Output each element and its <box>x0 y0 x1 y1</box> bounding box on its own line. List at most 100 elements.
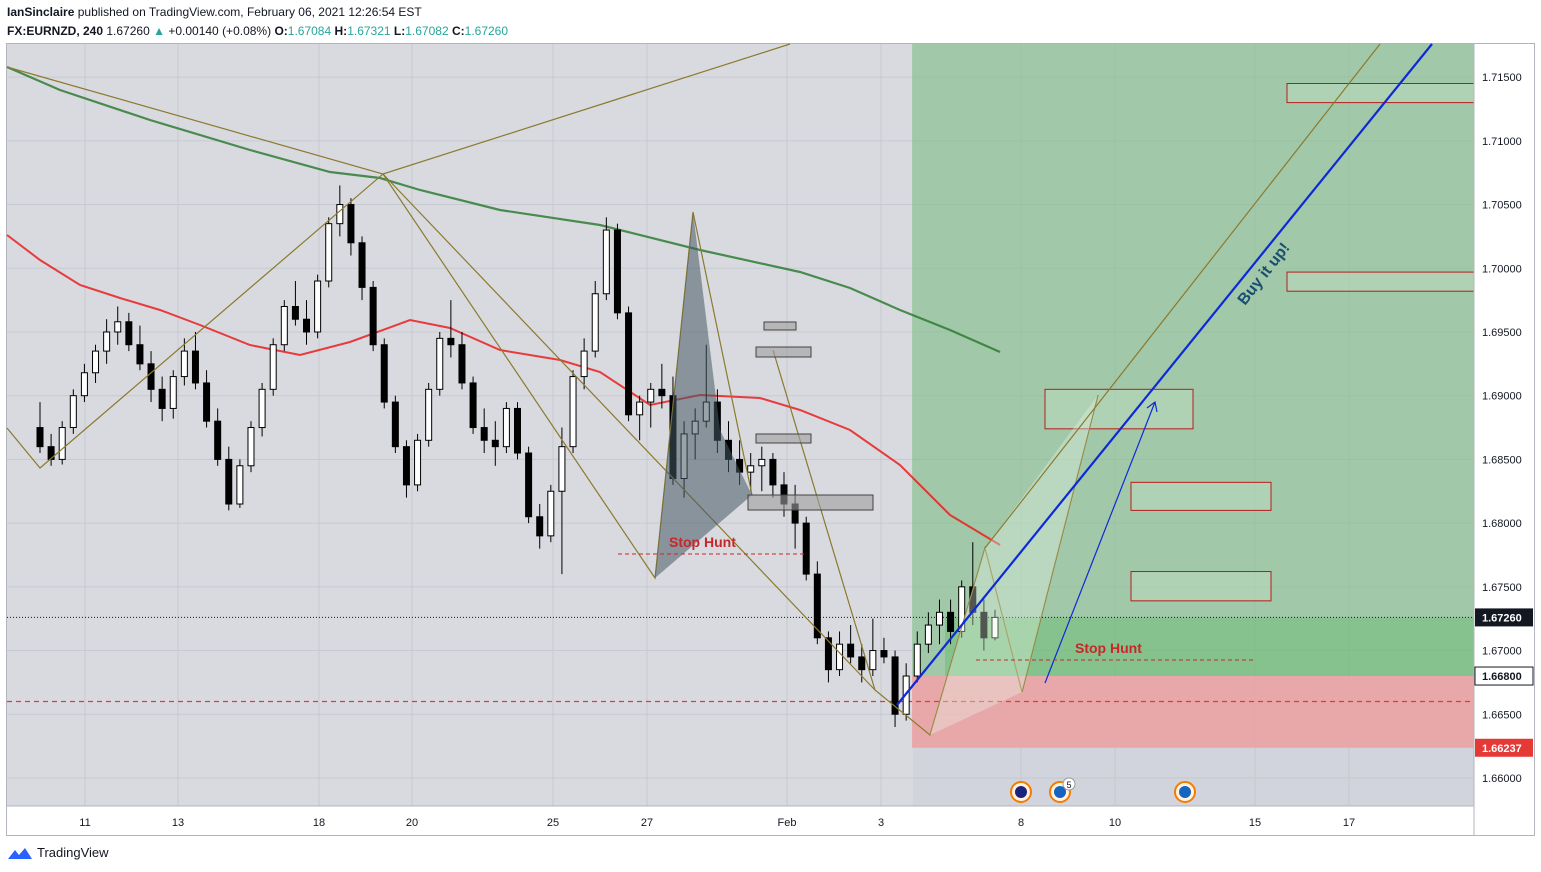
chart-frame[interactable] <box>6 43 1535 836</box>
chart-header: IanSinclaire published on TradingView.co… <box>7 4 508 40</box>
candle <box>891 656 899 715</box>
left-shaded-area <box>7 44 913 806</box>
candle <box>580 350 588 378</box>
candle <box>747 465 755 473</box>
gray-marker-box <box>755 346 812 358</box>
x-tick-label: 25 <box>547 817 559 829</box>
candle <box>36 427 44 448</box>
tradingview-footer[interactable]: TradingView <box>7 845 109 860</box>
candle <box>447 337 455 346</box>
order-block-box <box>1044 388 1194 430</box>
y-tick-label: 1.71000 <box>1482 136 1522 148</box>
close-value: 1.67260 <box>464 24 509 38</box>
harmonic-pattern-line <box>6 173 753 580</box>
x-tick-label: 10 <box>1109 817 1121 829</box>
candle <box>225 458 233 505</box>
candle <box>291 305 299 320</box>
candle <box>947 611 955 632</box>
candle <box>436 337 444 390</box>
trend-line <box>896 43 1433 706</box>
candle <box>92 350 100 374</box>
x-tick-label: 18 <box>313 817 325 829</box>
candle <box>80 372 88 397</box>
candle <box>303 318 311 333</box>
harmonic-pattern-line <box>382 173 876 691</box>
candle <box>191 350 199 384</box>
candle <box>769 458 777 486</box>
order-block-box <box>1286 271 1475 292</box>
candle <box>269 344 277 390</box>
candle <box>147 363 155 390</box>
y-tick-label: 1.67000 <box>1482 646 1522 658</box>
candle <box>347 204 355 244</box>
candle <box>813 573 821 639</box>
candle <box>613 229 621 314</box>
candle <box>458 344 466 384</box>
candle <box>125 321 133 346</box>
y-tick-label: 1.69500 <box>1482 327 1522 339</box>
candle <box>469 382 477 429</box>
candle <box>991 616 999 639</box>
last-price: 1.67260 <box>106 24 150 38</box>
price-tag-entry <box>1474 666 1534 686</box>
target-arrow <box>1044 401 1156 684</box>
candle <box>625 312 633 416</box>
candle <box>913 643 921 677</box>
candle <box>369 286 377 346</box>
candle <box>314 280 322 333</box>
ema-fast-line <box>6 234 1001 546</box>
candle <box>847 643 855 658</box>
candle <box>414 439 422 486</box>
triangle-up-icon: ▲ <box>153 24 165 38</box>
candle <box>602 229 610 295</box>
projection-line <box>984 43 1381 549</box>
candle <box>180 350 188 378</box>
open-label: O: <box>274 24 288 38</box>
y-tick-label: 1.70500 <box>1482 200 1522 212</box>
open-value: 1.67084 <box>287 24 332 38</box>
y-tick-label: 1.67500 <box>1482 582 1522 594</box>
candle <box>58 427 66 460</box>
candle <box>502 407 510 448</box>
nz-flag-icon-inner <box>1054 786 1066 798</box>
x-tick-label: 3 <box>878 817 884 829</box>
candle <box>514 407 521 454</box>
author-name[interactable]: IanSinclaire <box>7 5 75 19</box>
candle <box>380 344 388 403</box>
candle <box>880 650 888 658</box>
candle <box>236 465 244 505</box>
candle <box>480 427 488 441</box>
y-tick-label: 1.68000 <box>1482 518 1522 530</box>
x-tick-label: 20 <box>406 817 418 829</box>
harmonic-pattern-line <box>772 349 1099 737</box>
candle <box>258 388 266 429</box>
y-tick-label: 1.69000 <box>1482 391 1522 403</box>
eu-flag-icon-inner <box>1015 786 1027 798</box>
candle <box>158 388 166 409</box>
order-block-box <box>1286 83 1475 104</box>
y-tick-label: 1.71500 <box>1482 72 1522 84</box>
candle <box>802 522 810 575</box>
candle <box>203 382 211 422</box>
candle <box>569 376 577 448</box>
candle <box>103 331 111 352</box>
price-tag-label-last: 1.67260 <box>1482 612 1522 624</box>
candle <box>114 321 122 333</box>
price-tag-label-stop: 1.66237 <box>1482 743 1522 755</box>
projection-pattern-fill <box>930 395 1098 735</box>
symbol-label[interactable]: FX:EURNZD, 240 <box>7 24 104 38</box>
x-tick-label: 13 <box>172 817 184 829</box>
ohlc-line: FX:EURNZD, 240 1.67260 ▲ +0.00140 (+0.08… <box>7 23 508 40</box>
candle <box>425 388 433 441</box>
order-block-box <box>1130 571 1272 602</box>
candle <box>869 650 877 671</box>
harmonic-pattern-fill <box>655 212 752 578</box>
candle <box>836 643 844 671</box>
footer-label: TradingView <box>37 845 109 860</box>
price-tag-stop <box>1475 738 1533 757</box>
stop-hunt-label-1: Stop Hunt <box>669 534 736 550</box>
candle <box>169 376 177 409</box>
candle <box>214 420 222 460</box>
x-tick-label: Feb <box>778 817 797 829</box>
